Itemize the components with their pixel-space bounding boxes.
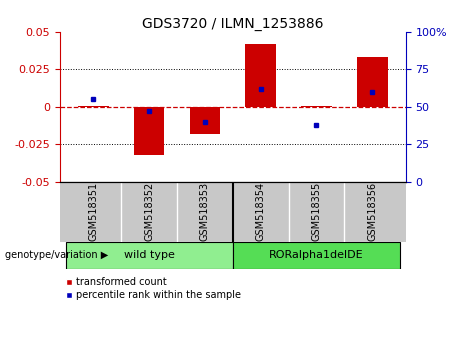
Bar (189, 107, 220, 134)
Title: GDS3720 / ILMN_1253886: GDS3720 / ILMN_1253886 (142, 17, 324, 31)
Bar (134, 107, 165, 155)
Text: GSM518351: GSM518351 (89, 182, 98, 241)
Text: GSM518356: GSM518356 (367, 182, 377, 241)
Legend: transformed count, percentile rank within the sample: transformed count, percentile rank withi… (65, 278, 242, 300)
Text: RORalpha1delDE: RORalpha1delDE (269, 250, 364, 261)
Text: GSM518352: GSM518352 (144, 182, 154, 241)
Bar (245, 44, 276, 107)
Text: GSM518355: GSM518355 (312, 182, 321, 241)
Bar (357, 57, 388, 107)
Bar (78, 106, 109, 107)
Text: wild type: wild type (124, 250, 175, 261)
Text: GSM518354: GSM518354 (256, 182, 266, 241)
Text: genotype/variation ▶: genotype/variation ▶ (5, 250, 108, 261)
Text: GSM518353: GSM518353 (200, 182, 210, 241)
Bar (233, 242, 400, 269)
Bar (65, 242, 233, 269)
